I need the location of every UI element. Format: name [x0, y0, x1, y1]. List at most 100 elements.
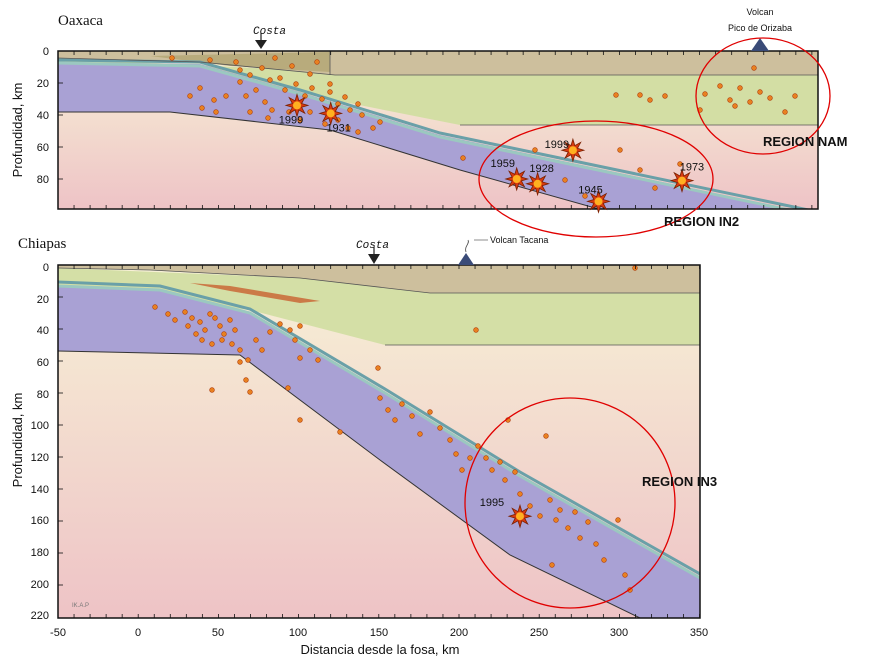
panel-title-oaxaca: Oaxaca	[58, 13, 103, 29]
seismicity-dot	[297, 117, 303, 123]
seismicity-dot	[297, 417, 303, 423]
earthquake-year-label: 1959	[491, 158, 515, 170]
earthquake-core	[677, 176, 686, 185]
seismicity-dot	[277, 321, 283, 327]
seismicity-dot	[292, 337, 298, 343]
y-tick-label: 80	[37, 389, 49, 401]
seismicity-dot	[309, 85, 315, 91]
seismicity-dot	[219, 337, 225, 343]
seismicity-dot	[601, 557, 607, 563]
x-tick-label: 0	[135, 627, 141, 639]
crust-boundary-line	[58, 57, 818, 76]
seismicity-dot	[437, 425, 443, 431]
earthquake-core	[515, 512, 524, 521]
coast-label: Costa	[253, 26, 286, 38]
seismicity-dot	[232, 327, 238, 333]
earthquake-year-label: 1945	[578, 184, 602, 196]
y-tick-label: 0	[43, 262, 49, 274]
seismicity-dot	[223, 93, 229, 99]
seismicity-dot	[585, 519, 591, 525]
seismicity-dot	[272, 55, 278, 61]
slab-top-band-2	[58, 284, 700, 580]
seismicity-dot	[345, 125, 351, 131]
seismicity-dot	[355, 101, 361, 107]
seismicity-dot	[647, 97, 653, 103]
earthquake-year-label: 1999	[545, 139, 569, 151]
seismicity-dot	[243, 377, 249, 383]
coast-arrow-icon	[368, 254, 380, 264]
seismicity-dot	[662, 93, 668, 99]
seismicity-dot	[297, 355, 303, 361]
seismicity-dot	[199, 337, 205, 343]
x-axis: -50 0 50 100 150 200 250 300 350 Distanc…	[50, 627, 708, 657]
seismicity-dot	[483, 455, 489, 461]
seismicity-dot	[237, 67, 243, 73]
seismicity-dot	[207, 57, 213, 63]
seismicity-dot	[327, 89, 333, 95]
x-tick-label: 200	[450, 627, 468, 639]
y-tick-label: 120	[31, 452, 49, 464]
seismicity-dot	[727, 97, 733, 103]
volcano-icon	[751, 38, 769, 51]
seismicity-dot	[475, 443, 481, 449]
seismicity-dot	[792, 93, 798, 99]
earthquake-core	[512, 175, 521, 183]
seismicity-dot	[613, 92, 619, 98]
oaxaca-tick-marks	[57, 50, 813, 209]
seismicity-dot	[460, 155, 466, 161]
seismicity-dot	[189, 315, 195, 321]
seismicity-dot	[152, 304, 158, 310]
earthquake-core	[326, 109, 335, 118]
slab-top-band-1	[58, 58, 811, 209]
seismicity-dot	[782, 109, 788, 115]
y-tick-label: 60	[37, 357, 49, 369]
region-circle-in2	[478, 120, 714, 238]
volcano-label-line-2: Pico de Orizaba	[728, 23, 792, 33]
y-tick-label: 80	[37, 174, 49, 186]
seismicity-dot	[221, 331, 227, 337]
seismicity-dot	[165, 311, 171, 317]
slab-top-band-1	[58, 280, 700, 576]
x-axis-label: Distancia desde la fosa, km	[301, 642, 460, 657]
seismicity-dot	[637, 92, 643, 98]
oaxaca-layers	[58, 51, 818, 209]
seismicity-dot	[209, 341, 215, 347]
seismicity-dot	[459, 467, 465, 473]
y-tick-label: 200	[31, 579, 49, 591]
panel-chiapas: Chiapas IK.A.P 0 20 40 60 80 100	[10, 235, 717, 657]
seismicity-dot	[337, 429, 343, 435]
seismicity-dot	[732, 103, 738, 109]
seismicity-dot	[277, 75, 283, 81]
seismicity-dot	[527, 503, 533, 509]
seismicity-dot	[355, 129, 361, 135]
seismicity-dot	[617, 147, 623, 153]
seismicity-dot	[417, 431, 423, 437]
seismicity-dot	[342, 94, 348, 100]
slab-bottom-line	[58, 111, 601, 209]
seismicity-dot	[767, 95, 773, 101]
seismicity-dot	[293, 81, 299, 87]
volcano-plume-icon	[465, 239, 469, 253]
slab-top-band-2	[58, 61, 792, 209]
earthquake-core	[292, 101, 301, 110]
credit-label: IK.A.P	[72, 603, 89, 609]
seismicity-dot	[315, 357, 321, 363]
seismicity-dot	[282, 87, 288, 93]
region-label-in3: REGION IN3	[642, 474, 717, 489]
oaxaca-major-earthquakes: 1999 1931 1999 1959 1928 1945 1973	[279, 92, 704, 214]
earthquake-year-label: 1999	[279, 114, 303, 126]
seismicity-dot	[473, 327, 479, 333]
seismicity-dot	[637, 167, 643, 173]
seismicity-dot	[532, 147, 538, 153]
seismicity-dot	[593, 541, 599, 547]
seismicity-dot	[577, 535, 583, 541]
seismicity-dot	[307, 347, 313, 353]
seismicity-dot	[314, 59, 320, 65]
region-label-in2: REGION IN2	[664, 214, 739, 229]
y-tick-label: 40	[37, 325, 49, 337]
upper-crust-layer	[58, 265, 700, 293]
seismicity-dot	[622, 572, 628, 578]
seismicity-dot	[512, 469, 518, 475]
y-tick-label: 20	[37, 294, 49, 306]
